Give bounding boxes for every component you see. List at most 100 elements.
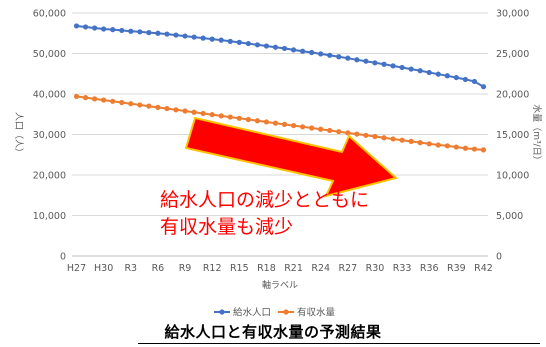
data-point [101,97,107,103]
x-tick-label: R42 [474,263,493,274]
y-tick-label-right: 15,000 [496,130,529,141]
caption-title: 給水人口と有収水量の予測結果 [164,323,382,341]
x-tick-label: R21 [284,263,303,274]
x-axis-title: 軸ラベル [262,279,298,291]
data-point [417,68,423,74]
data-point [363,132,369,138]
y-tick-label-left: 10,000 [33,211,66,222]
data-point [82,95,89,101]
y-axis-title-right: 水量（m³/日） [531,104,543,164]
data-point [417,140,423,146]
x-tick-label: R18 [257,263,276,274]
data-point [101,26,107,32]
data-point [453,144,459,150]
data-point [92,96,98,102]
data-point [309,125,315,131]
data-point [254,42,260,48]
data-point [462,145,468,151]
y-tick-label-right: 30,000 [496,9,529,20]
data-point [354,57,360,63]
annotation-arrow [184,116,399,198]
data-point [110,27,116,33]
data-point [73,23,80,29]
data-point [309,49,315,56]
data-point [363,58,369,64]
data-point [182,33,188,39]
data-point [92,25,98,31]
data-point [245,40,251,47]
x-tick-label: R33 [393,263,412,274]
y-tick-label-left: 60,000 [33,9,66,20]
data-point [73,93,80,100]
data-point [462,76,468,83]
x-tick-label: R12 [203,263,222,274]
y-tick-label-right: 5,000 [496,211,523,222]
data-point [300,48,306,54]
data-point [399,64,405,71]
data-point [381,135,387,141]
data-point [426,141,432,147]
data-point [336,129,342,135]
data-point [254,118,260,124]
x-tick-label: R24 [311,263,330,274]
legend-label: 給水人口 [233,307,271,319]
data-point [209,36,215,42]
data-point [471,146,478,152]
series-line-給水人口 [76,25,485,88]
y-tick-label-left: 40,000 [33,90,66,101]
data-point [272,120,279,126]
annotation-line-2: 有収水量も減少 [160,216,293,238]
data-point [336,54,342,60]
x-tick-label: H27 [67,263,86,274]
data-point [119,27,125,34]
series-line-有収水量 [76,95,484,151]
legend-label: 有収水量 [297,307,336,319]
y-tick-label-left: 20,000 [33,171,66,182]
data-point [200,35,206,41]
data-point [318,51,324,57]
data-point [182,108,188,114]
data-point [290,47,297,53]
data-point [426,69,432,76]
x-tick-label: R27 [338,263,357,274]
y-tick-label-left: 30,000 [33,130,66,141]
caption-underline [138,343,540,344]
data-point [444,143,450,149]
x-tick-label: H30 [94,263,113,274]
data-point [191,109,197,115]
data-point [119,99,125,106]
annotation-line-1: 給水人口の減少とともに [160,189,369,211]
legend-marker [283,309,289,315]
data-point [137,29,143,35]
data-point [345,55,351,61]
data-point [399,137,405,143]
x-tick-label: R30 [366,263,385,274]
data-point [453,74,459,81]
x-tick-label: R15 [230,263,249,274]
data-point [164,105,170,112]
data-point [263,119,270,125]
data-point [218,113,224,119]
data-point [209,112,215,118]
data-point [327,127,333,134]
data-point [128,101,134,107]
data-point [236,39,242,45]
data-point [318,126,324,132]
data-point [444,73,450,79]
y-tick-label-right: 20,000 [496,90,529,101]
data-point [408,138,414,144]
data-point [146,30,152,36]
data-point [327,52,333,58]
data-point [300,124,306,130]
data-point [390,63,396,69]
x-tick-label: R39 [447,263,466,274]
y-tick-label-right: 10,000 [496,171,529,182]
data-point [191,34,197,40]
data-point [218,37,224,43]
data-point [82,24,89,30]
data-point [173,107,179,113]
data-point [281,121,288,127]
data-point [480,84,487,90]
